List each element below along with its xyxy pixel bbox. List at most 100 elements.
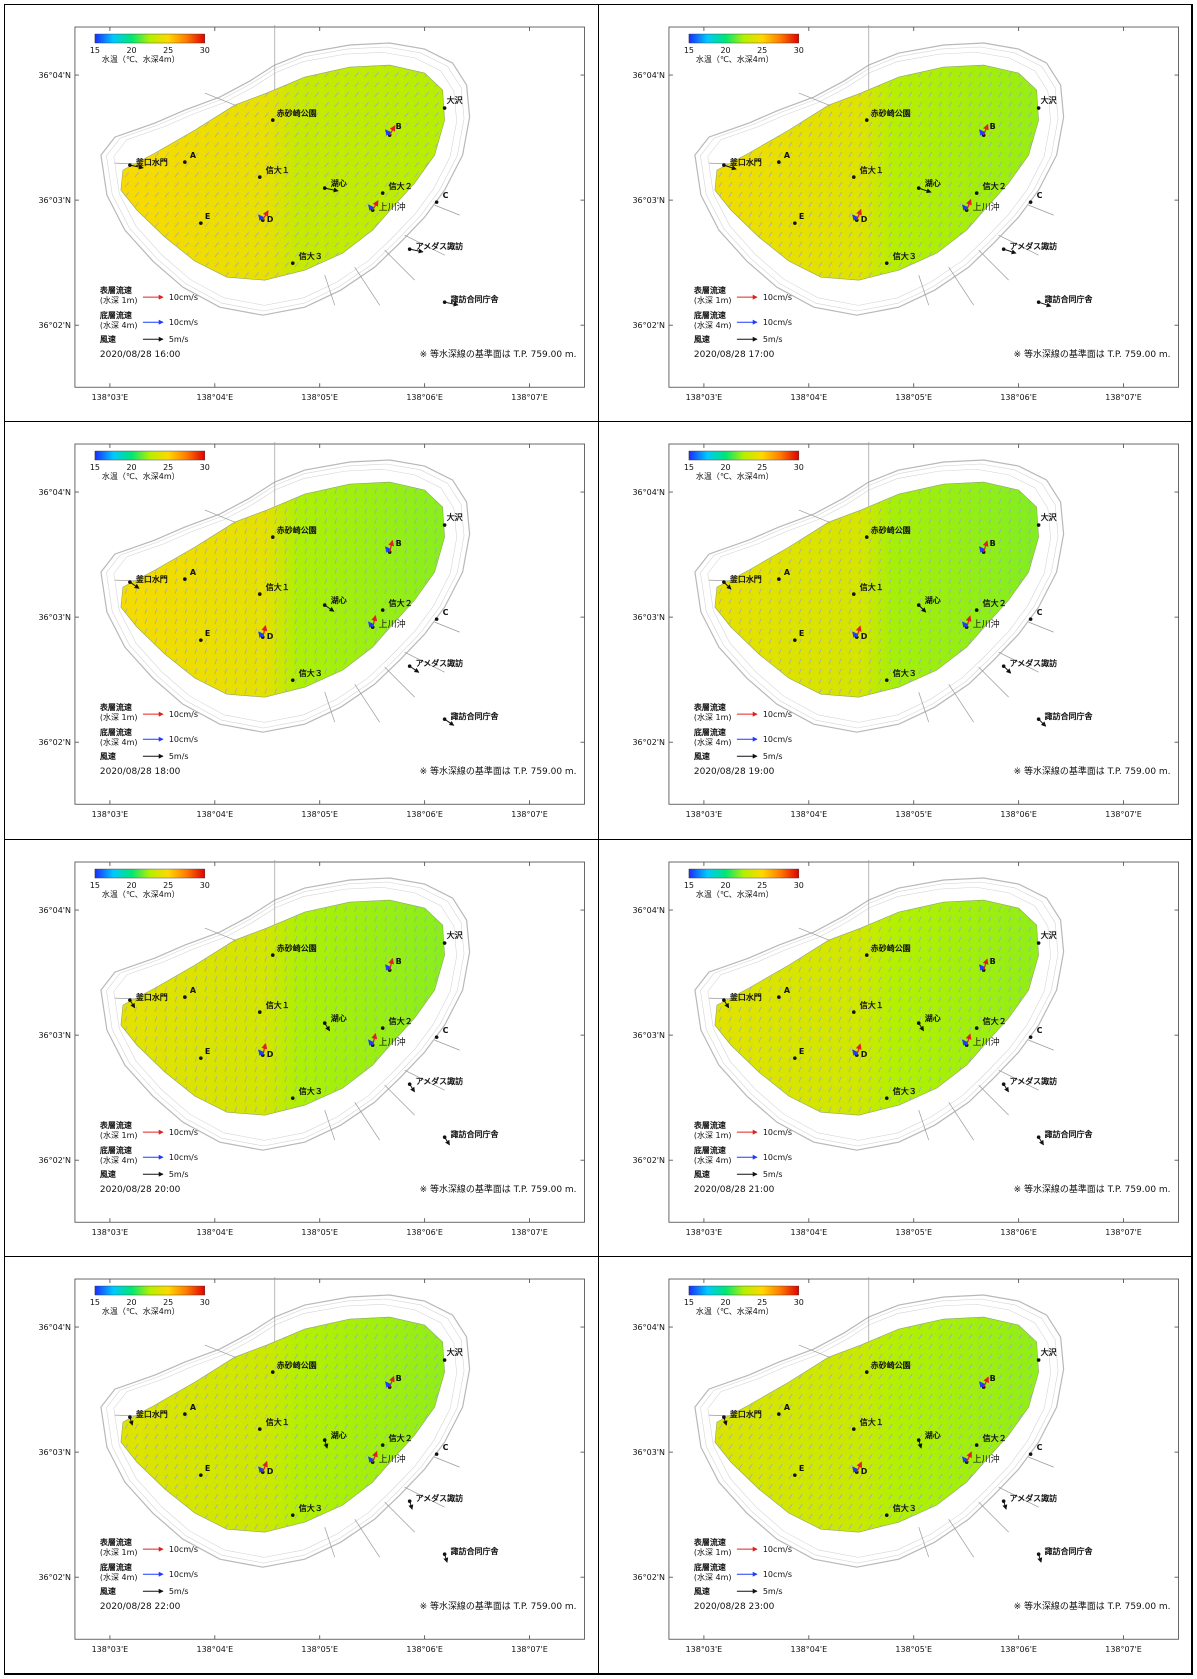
bottom-current-arrow bbox=[258, 631, 265, 639]
colorbar-label: 水温（℃、水深4m） bbox=[695, 1306, 773, 1316]
legend-surface-scale: 10cm/s bbox=[169, 1545, 198, 1554]
lon-tick-label: 138°04'E bbox=[197, 810, 234, 819]
temperature-field bbox=[120, 1316, 445, 1533]
station-C-marker bbox=[1028, 1452, 1032, 1456]
station-shindai3-label: 信大３ bbox=[892, 668, 916, 678]
lon-tick-label: 138°04'E bbox=[197, 393, 234, 402]
station-B-label: B bbox=[989, 539, 995, 548]
wind-arrow bbox=[917, 1022, 924, 1031]
colorbar-tick: 20 bbox=[126, 1298, 136, 1307]
station-suwa-office-label: 諏訪合同庁舎 bbox=[451, 1546, 500, 1556]
station-kamagu-marker bbox=[128, 1415, 132, 1419]
temperature-field bbox=[120, 481, 445, 698]
panel-timestamp: 2020/08/28 21:00 bbox=[693, 1185, 774, 1195]
station-osawa-marker bbox=[442, 940, 447, 945]
station-shindai1-marker bbox=[257, 592, 262, 597]
station-kamagu-label: 釜口水門 bbox=[728, 157, 761, 167]
legend-wind-label: 風速 bbox=[693, 751, 709, 761]
temperature-field bbox=[120, 64, 445, 281]
wind-arrow bbox=[1037, 719, 1046, 727]
station-kamikawa-label: 上川沖 bbox=[379, 1036, 406, 1048]
wind-arrow bbox=[1036, 1553, 1042, 1563]
wind-arrow bbox=[324, 187, 339, 193]
legend-bottom-label: 底層流速 bbox=[99, 310, 132, 320]
wind-arrow bbox=[129, 999, 136, 1008]
station-C-marker bbox=[1028, 1034, 1032, 1039]
station-amedas-label: アメダス諏訪 bbox=[1009, 658, 1056, 668]
map-panel: 138°03'E 138°04'E 138°05'E 138°06'E 138°07'E… bbox=[598, 5, 1192, 423]
legend-surface-scale: 10cm/s bbox=[169, 293, 198, 302]
legend-bottom-depth: (水深 4m) bbox=[693, 737, 731, 747]
station-shindai3-marker bbox=[884, 1095, 889, 1100]
plot-frame bbox=[668, 443, 1179, 805]
station-koshin-label: 湖心 bbox=[924, 595, 940, 605]
temperature-field bbox=[714, 899, 1039, 1115]
station-A-marker bbox=[776, 160, 781, 164]
wind-arrow bbox=[444, 719, 455, 727]
legend-wind-scale: 5m/s bbox=[762, 335, 782, 344]
wind-arrow bbox=[917, 605, 926, 613]
station-E-marker bbox=[792, 1473, 797, 1477]
lon-tick-label: 138°04'E bbox=[197, 1645, 234, 1654]
bottom-current-arrow bbox=[851, 631, 858, 639]
lon-tick-label: 138°05'E bbox=[301, 1228, 338, 1237]
station-koshin-label: 湖心 bbox=[924, 1013, 940, 1023]
wind-arrow bbox=[722, 999, 729, 1008]
legend-bottom-depth: (水深 4m) bbox=[100, 1572, 138, 1582]
station-suwa-office-label: 諏訪合同庁舎 bbox=[451, 294, 500, 304]
station-shindai2-marker bbox=[380, 608, 385, 613]
map-figure: 138°03'E 138°04'E 138°05'E 138°06'E 138°07'E… bbox=[38, 1276, 585, 1654]
lon-tick-label: 138°04'E bbox=[790, 393, 827, 402]
station-amedas-label: アメダス諏訪 bbox=[416, 241, 463, 251]
station-shindai2-label: 信大２ bbox=[389, 181, 413, 191]
panel-timestamp: 2020/08/28 16:00 bbox=[100, 350, 181, 360]
station-akasunazaki-label: 赤砂崎公園 bbox=[277, 108, 317, 118]
colorbar-tick: 25 bbox=[757, 46, 767, 55]
wind-arrow bbox=[918, 187, 932, 194]
station-kamikawa-label: 上川沖 bbox=[379, 201, 406, 213]
datum-note: ※ 等水深線の基準面は T.P. 759.00 m. bbox=[1013, 1183, 1170, 1195]
datum-note: ※ 等水深線の基準面は T.P. 759.00 m. bbox=[420, 1183, 577, 1195]
lon-tick-label: 138°06'E bbox=[406, 810, 443, 819]
station-E-marker bbox=[199, 638, 203, 643]
lon-tick-label: 138°07'E bbox=[1105, 1228, 1142, 1237]
map-panel: 138°03'E 138°04'E 138°05'E 138°06'E 138°07'E… bbox=[5, 1256, 599, 1674]
station-suwa-office-marker bbox=[1036, 1552, 1040, 1556]
lon-tick-label: 138°06'E bbox=[1000, 1228, 1037, 1237]
wind-arrow bbox=[444, 1136, 450, 1145]
legend-surface-scale: 10cm/s bbox=[762, 1128, 791, 1137]
station-amedas-label: アメダス諏訪 bbox=[416, 1076, 463, 1086]
colorbar bbox=[94, 451, 206, 461]
wind-arrow bbox=[1002, 1083, 1009, 1092]
station-A-marker bbox=[776, 577, 781, 582]
colorbar-tick: 30 bbox=[200, 881, 210, 890]
bottom-current-arrow bbox=[385, 963, 392, 971]
wind-arrow bbox=[409, 665, 420, 673]
lat-tick-label: 36°03'N bbox=[632, 1448, 664, 1457]
station-koshin-marker bbox=[916, 1438, 921, 1442]
station-shindai2-label: 信大２ bbox=[389, 1433, 413, 1443]
plot-frame bbox=[74, 1278, 585, 1640]
legend-bottom-label: 底層流速 bbox=[692, 727, 725, 737]
lat-tick-label: 36°04'N bbox=[38, 1323, 70, 1332]
lon-tick-label: 138°04'E bbox=[790, 1228, 827, 1237]
colorbar bbox=[94, 33, 206, 44]
station-kamagu-marker bbox=[721, 163, 726, 167]
station-akasunazaki-label: 赤砂崎公園 bbox=[870, 1360, 910, 1370]
bottom-current-arrow bbox=[851, 1466, 858, 1473]
station-akasunazaki-marker bbox=[864, 1370, 869, 1374]
wind-arrow bbox=[129, 581, 140, 589]
station-D-label: D bbox=[267, 1050, 274, 1059]
station-C-marker bbox=[434, 1452, 439, 1456]
station-osawa-marker bbox=[442, 523, 447, 528]
legend-bottom-depth: (水深 4m) bbox=[100, 1155, 138, 1165]
station-suwa-office-label: 諏訪合同庁舎 bbox=[1044, 1129, 1093, 1139]
legend-surface-label: 表層流速 bbox=[99, 702, 132, 712]
legend-surface-label: 表層流速 bbox=[692, 1537, 725, 1547]
station-akasunazaki-marker bbox=[270, 535, 275, 540]
station-akasunazaki-marker bbox=[864, 535, 869, 540]
lon-tick-label: 138°03'E bbox=[685, 1228, 722, 1237]
legend-surface-scale: 10cm/s bbox=[762, 710, 791, 719]
colorbar-tick: 30 bbox=[793, 46, 803, 55]
station-akasunazaki-marker bbox=[270, 952, 275, 957]
